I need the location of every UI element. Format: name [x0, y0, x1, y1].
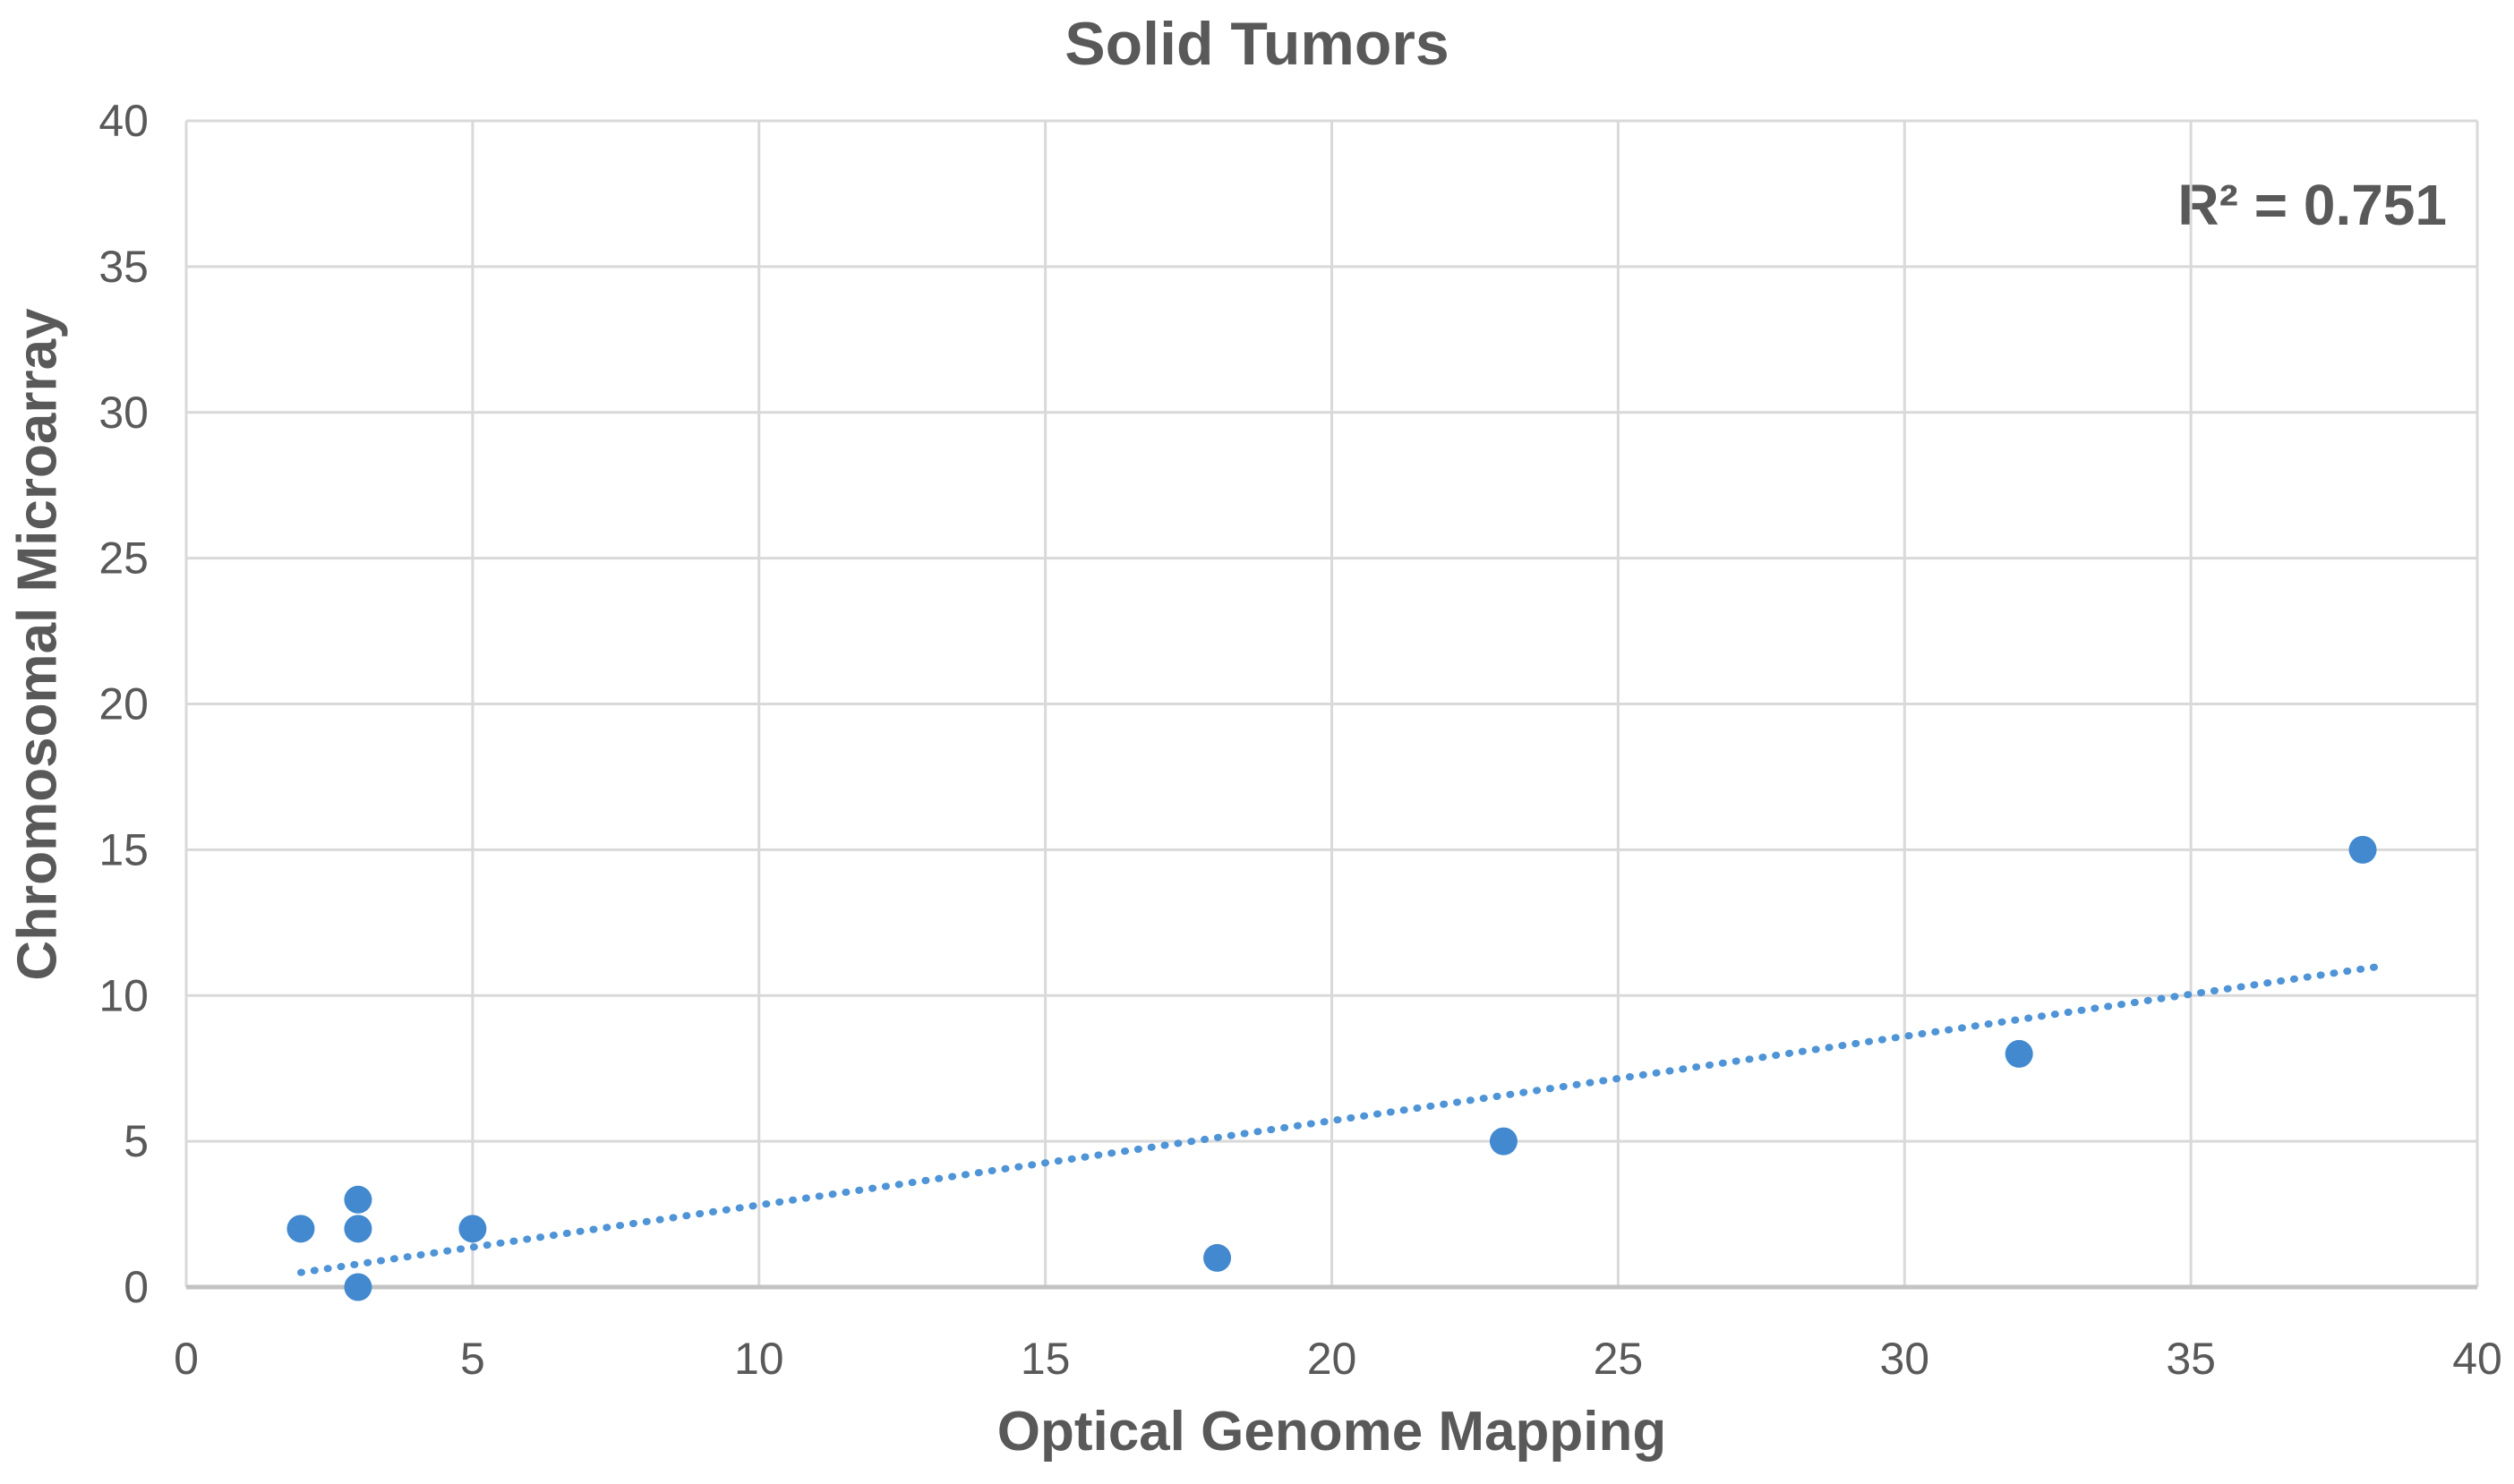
trendline [296, 962, 2384, 1276]
y-tick-label: 15 [98, 824, 149, 874]
gridlines-group [184, 119, 2479, 1289]
x-axis-title: Optical Genome Mapping [996, 1401, 1667, 1463]
scatter-point [344, 1215, 372, 1243]
scatter-point [458, 1215, 487, 1243]
y-tick-label: 40 [98, 96, 149, 146]
points-group [286, 835, 2377, 1301]
scatter-point [1489, 1127, 1518, 1156]
scatter-point [286, 1215, 315, 1243]
x-tick-label: 5 [460, 1334, 485, 1384]
scatter-point [344, 1185, 372, 1214]
y-tick-label: 5 [124, 1116, 149, 1166]
y-tick-label: 20 [98, 679, 149, 729]
x-tick-label: 10 [734, 1334, 784, 1384]
x-tick-label: 0 [174, 1334, 199, 1384]
y-tick-label: 0 [124, 1262, 149, 1312]
r-squared-annotation: R² = 0.751 [2177, 173, 2447, 237]
y-tick-label: 30 [98, 388, 149, 438]
scatter-point [2348, 835, 2377, 864]
x-tick-label: 30 [1879, 1334, 1929, 1384]
x-tick-label: 15 [1021, 1334, 1071, 1384]
x-tick-label: 40 [2452, 1334, 2502, 1384]
y-tick-label: 25 [98, 533, 149, 584]
scatter-point [344, 1273, 372, 1301]
y-tick-label: 10 [98, 970, 149, 1020]
y-tick-label: 35 [98, 242, 149, 292]
x-tick-label: 25 [1594, 1334, 1644, 1384]
scatter-point [1203, 1243, 1232, 1272]
x-tick-label: 35 [2166, 1334, 2216, 1384]
x-tick-labels: 0 5 10 15 20 25 30 35 40 [174, 1334, 2502, 1384]
chart-title: Solid Tumors [1065, 10, 1449, 78]
x-tick-label: 20 [1307, 1334, 1357, 1384]
y-tick-labels: 0 5 10 15 20 25 30 35 40 [98, 96, 149, 1312]
scatter-point [2005, 1039, 2033, 1068]
